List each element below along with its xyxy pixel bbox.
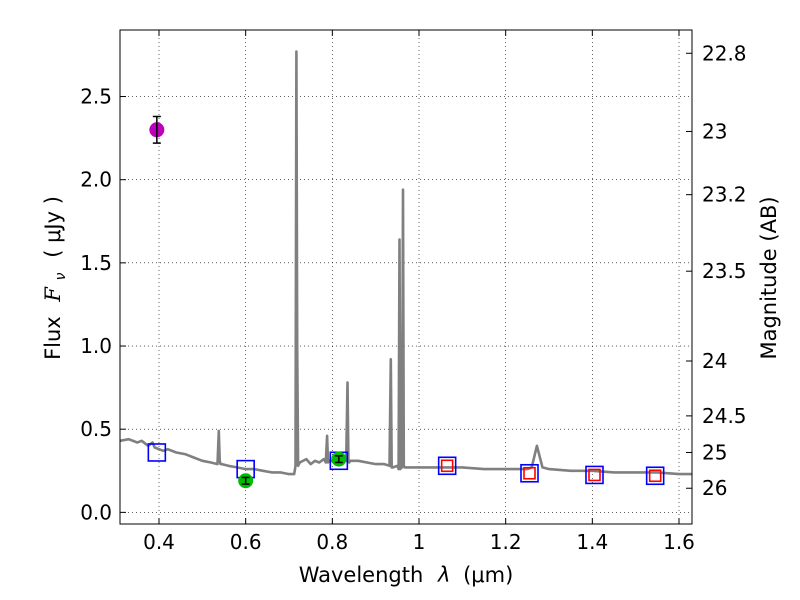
y-tick-label: 0.0: [80, 500, 112, 524]
y-tick-label: 1.0: [80, 334, 112, 358]
model-photometry-marker: [437, 456, 457, 476]
y-tick-label: 2.5: [80, 85, 112, 109]
magnitude-tick-label: 24: [702, 349, 727, 373]
y-axis-label: Flux F ν ( μJy ): [41, 196, 70, 360]
secondary-y-axis-label: Magnitude (AB): [757, 196, 781, 359]
marker-layer: [147, 115, 665, 489]
model-photometry-marker: [645, 466, 665, 486]
axis-ticks: 0.4 0.6 0.8 1 1.2 1.4 1.6 0.0 0.5 1.0 1.5 2.0 2.5 22.…: [80, 30, 747, 554]
magnitude-tick-label: 24.5: [702, 404, 747, 428]
plot-frame: [119, 29, 693, 525]
x-tick-label: 0.8: [316, 530, 348, 554]
x-tick-label: 1.2: [490, 530, 522, 554]
observed-photometry-marker: [440, 459, 454, 473]
x-tick-label: 1.4: [576, 530, 608, 554]
magnitude-tick-label: 23.5: [702, 259, 747, 283]
model-photometry-marker: [520, 463, 539, 483]
grid: [120, 30, 692, 524]
x-tick-label: 1.6: [663, 530, 695, 554]
magnitude-tick-label: 26: [702, 476, 727, 500]
model-photometry-marker: [585, 465, 604, 485]
magnitude-tick-label: 23: [702, 119, 727, 143]
model-photometry-marker: [147, 443, 167, 462]
y-tick-label: 0.5: [80, 417, 112, 441]
x-tick-label: 0.6: [230, 530, 262, 554]
observed-photometry-marker: [523, 466, 536, 480]
magnitude-tick-label: 23.2: [702, 183, 747, 207]
magnitude-tick-label: 22.8: [702, 41, 747, 65]
y-tick-label: 2.0: [80, 168, 112, 192]
observed-photometry-marker: [648, 469, 662, 483]
x-axis-label: Wavelength λ (μm): [299, 563, 514, 587]
x-tick-label: 1: [413, 530, 426, 554]
magnitude-tick-label: 25: [702, 440, 727, 464]
x-tick-label: 0.4: [143, 530, 175, 554]
y-tick-label: 1.5: [80, 251, 112, 275]
observed-photometry-marker: [588, 468, 601, 482]
